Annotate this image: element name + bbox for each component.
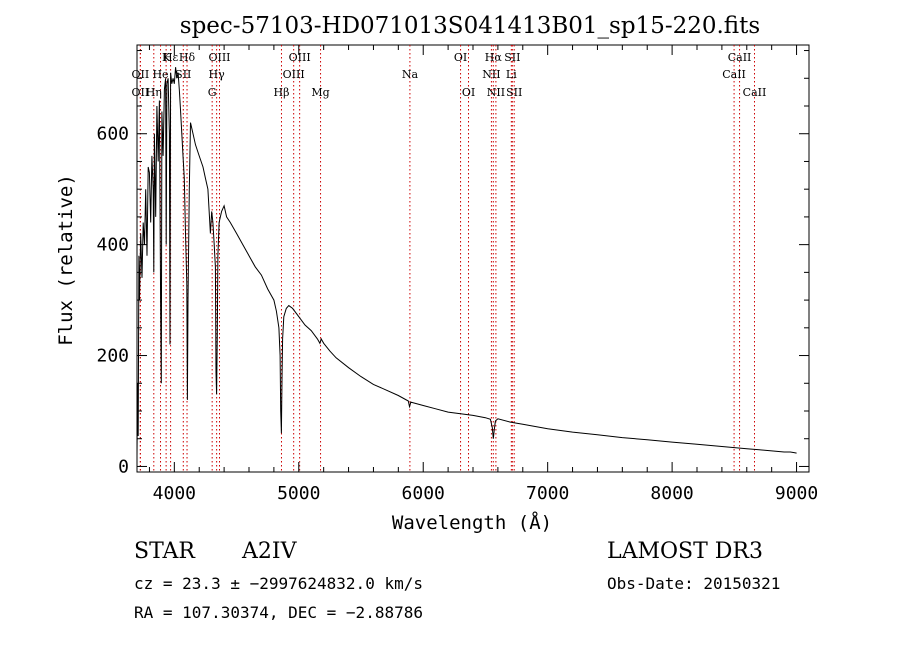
object-subclass: A2IV: [242, 539, 297, 564]
x-tick-label-5: 9000: [775, 483, 818, 504]
line-label-1: K: [162, 51, 171, 64]
y-axis-ticks: 0 200 400 600: [96, 50, 809, 477]
y-tick-label-0: 0: [118, 456, 129, 477]
chart-title: spec-57103-HD071013S041413B01_sp15-220.f…: [180, 13, 760, 39]
line-label-4: OIII: [289, 51, 311, 64]
line-label-16: Li: [506, 68, 517, 81]
line-label-9: OII: [132, 68, 150, 81]
spectral-line-markers: [139, 45, 755, 472]
line-label-17: CaII: [722, 68, 746, 81]
line-label-24: NII: [487, 86, 505, 99]
line-label-5: OI: [454, 51, 467, 64]
x-axis-label: Wavelength (Å): [392, 511, 552, 534]
line-label-26: CaII: [743, 86, 767, 99]
x-tick-label-2: 6000: [402, 483, 445, 504]
x-tick-label-4: 8000: [650, 483, 693, 504]
y-tick-label-1: 200: [96, 346, 129, 367]
line-label-20: G: [208, 86, 217, 99]
line-label-8: CaII: [728, 51, 752, 64]
line-label-23: OI: [462, 86, 475, 99]
redshift-cz: cz = 23.3 ± −2997624832.0 km/s: [134, 574, 423, 593]
line-label-18: OII: [132, 86, 150, 99]
line-label-11: SII: [175, 68, 191, 81]
line-label-7: SII: [504, 51, 520, 64]
line-label-15: NII: [482, 68, 500, 81]
line-label-2: Hδ: [179, 51, 196, 64]
line-label-6: Hα: [485, 51, 503, 64]
spectrum-series-line: [136, 67, 797, 456]
x-tick-label-0: 4000: [153, 483, 196, 504]
line-label-14: Na: [402, 68, 419, 81]
x-tick-label-3: 7000: [526, 483, 569, 504]
line-label-25: SII: [506, 86, 522, 99]
y-axis-label: Flux (relative): [55, 174, 77, 346]
observation-date: Obs-Date: 20150321: [607, 574, 781, 593]
plot-frame: [136, 44, 810, 473]
line-label-21: Hβ: [274, 86, 290, 99]
line-label-10: He: [152, 68, 168, 81]
line-label-3: OIII: [208, 51, 230, 64]
y-tick-label-3: 600: [96, 124, 129, 145]
y-tick-label-2: 400: [96, 235, 129, 256]
line-label-19: Hη: [146, 86, 162, 99]
coordinates: RA = 107.30374, DEC = −2.88786: [134, 603, 423, 622]
x-axis-ticks: 4000 5000 6000 7000 8000 9000: [148, 45, 818, 504]
survey-name: LAMOST DR3: [607, 539, 763, 564]
x-tick-label-1: 5000: [277, 483, 320, 504]
object-class: STAR: [134, 539, 195, 564]
line-label-22: Mg: [311, 86, 329, 99]
line-label-13: OIII: [283, 68, 305, 81]
line-label-12: Hγ: [209, 68, 226, 81]
